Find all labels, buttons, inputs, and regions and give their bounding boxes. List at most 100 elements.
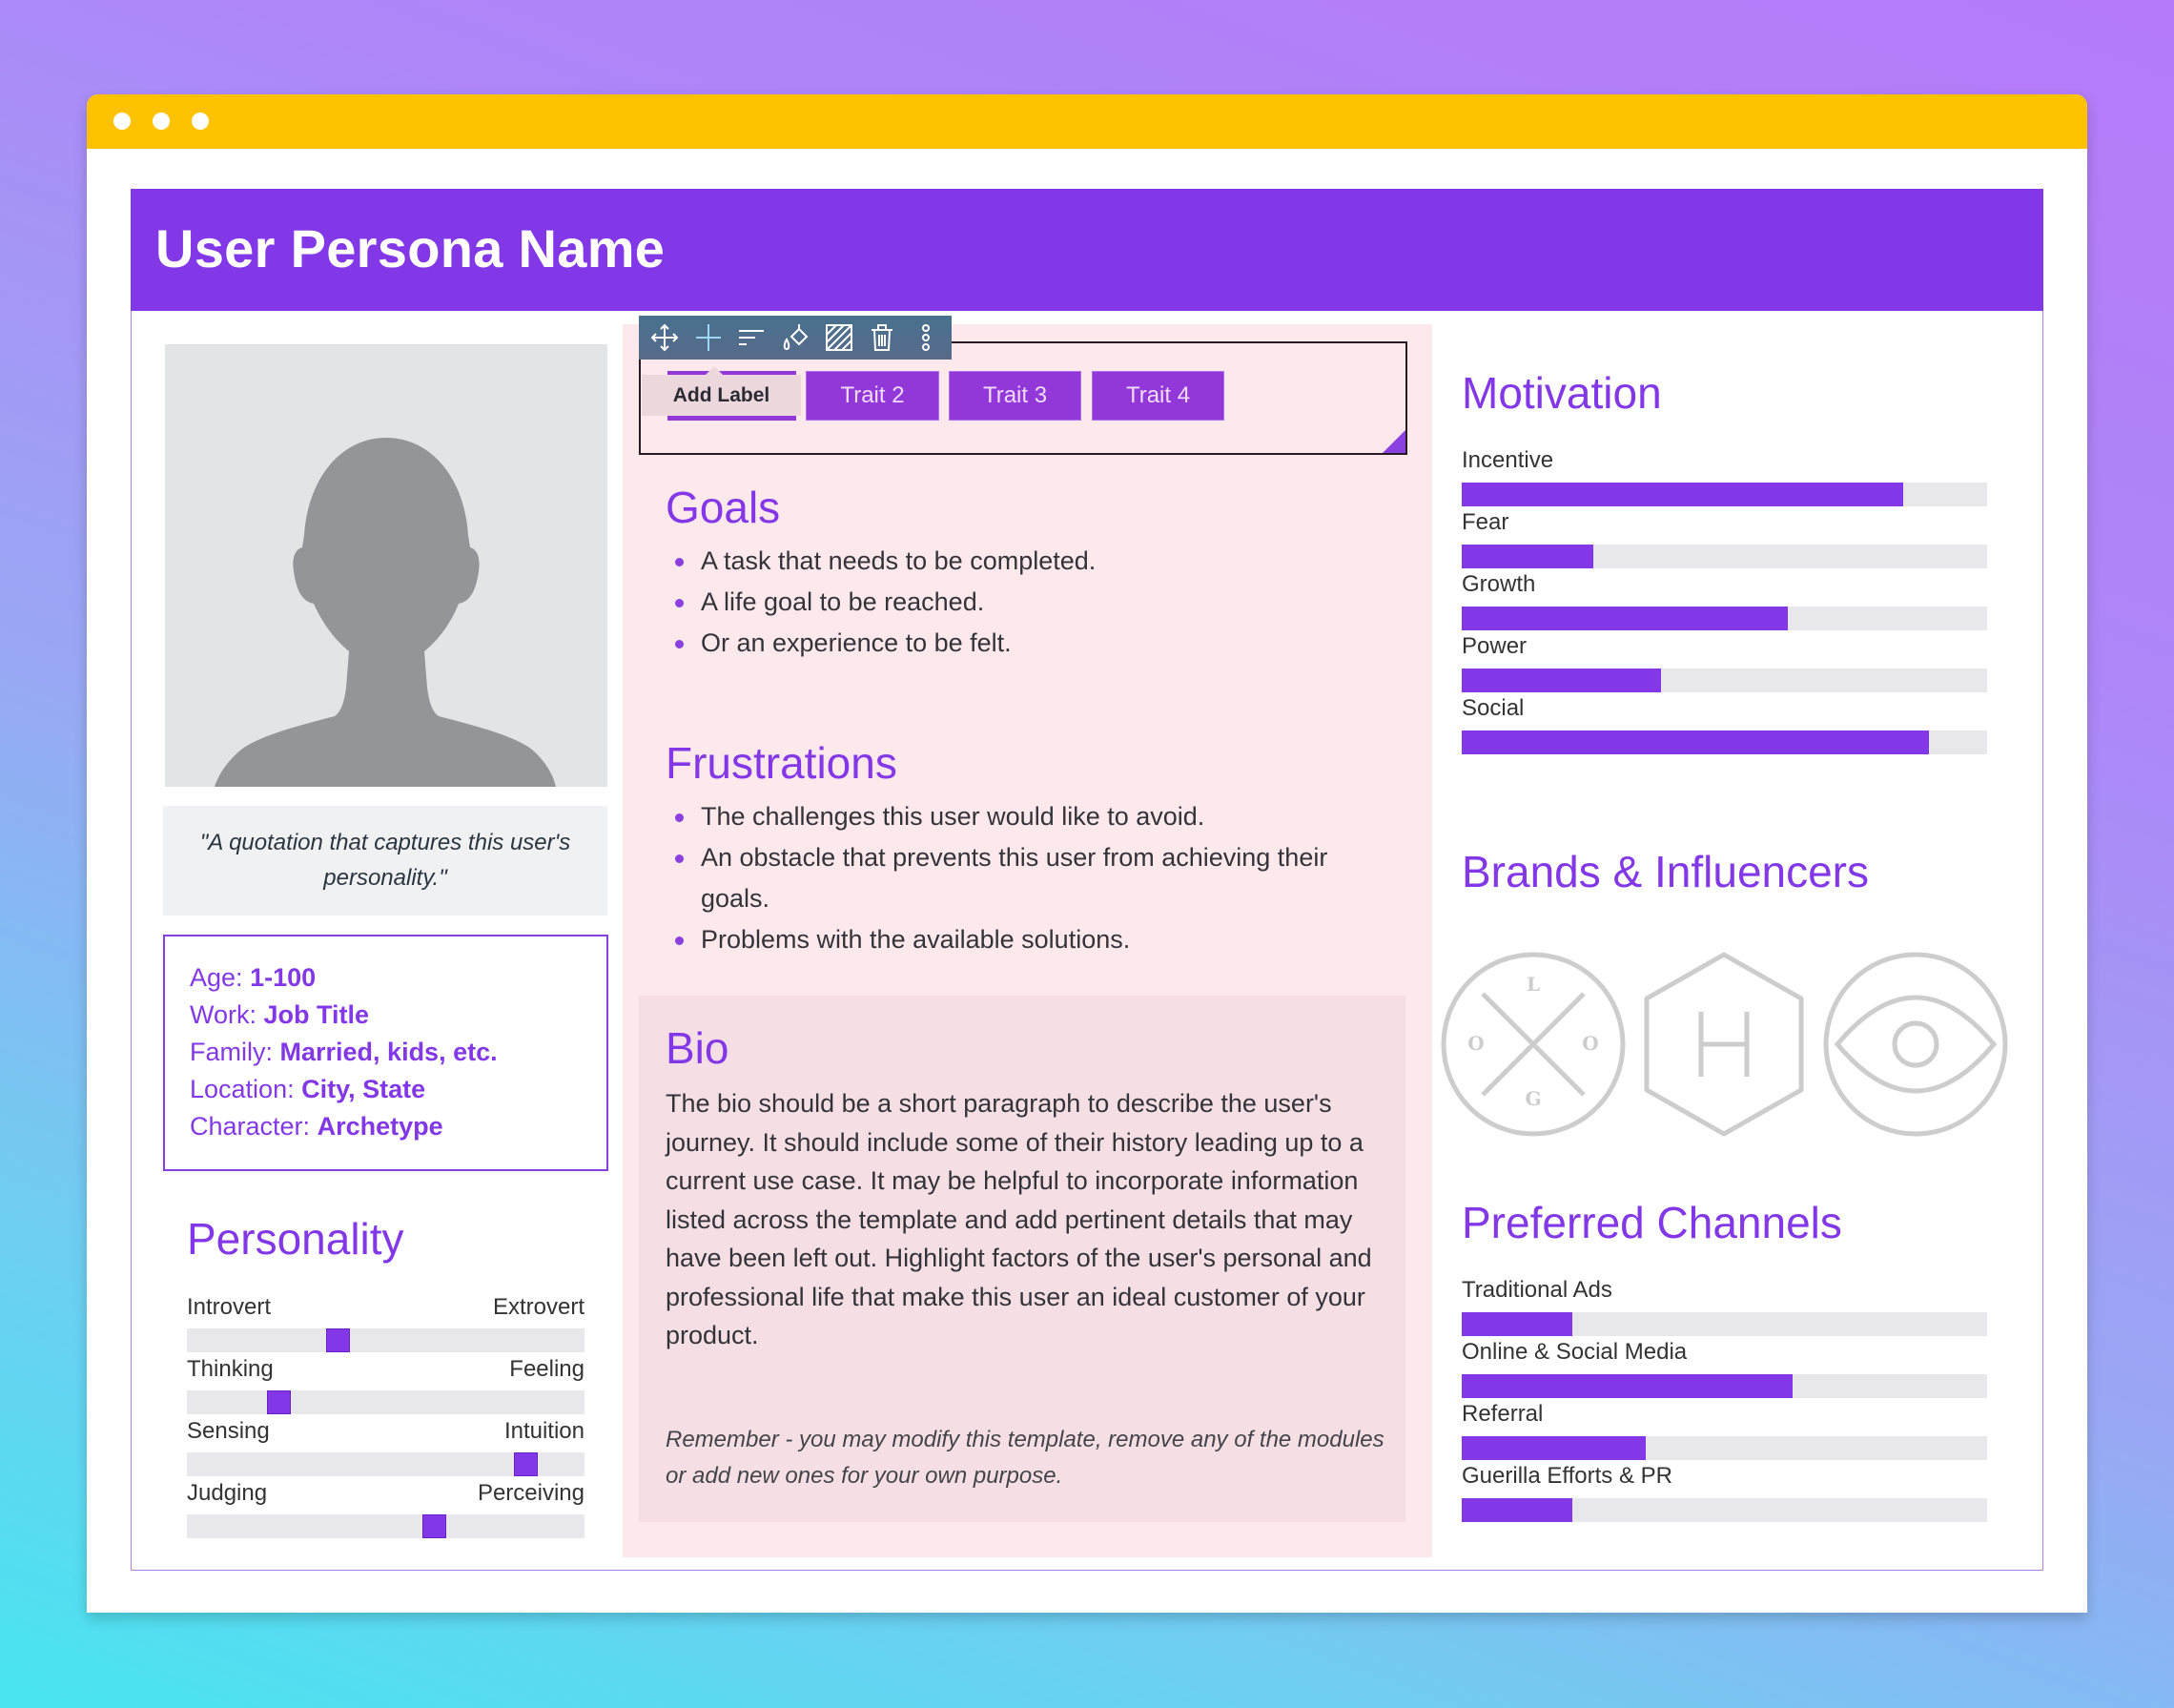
- trait-1-top-edge: [667, 371, 796, 376]
- pattern-icon[interactable]: [821, 319, 857, 356]
- slider-handle[interactable]: [514, 1452, 538, 1476]
- list-item[interactable]: Or an experience to be felt.: [673, 623, 1417, 664]
- goals-heading: Goals: [666, 483, 781, 532]
- slider-right-label: Extrovert: [492, 1294, 585, 1320]
- list-item[interactable]: An obstacle that prevents this user from…: [673, 837, 1398, 919]
- list-item[interactable]: The challenges this user would like to a…: [673, 796, 1417, 837]
- slider-left-label: Sensing: [187, 1418, 270, 1444]
- trait-1-bottom-edge: [667, 416, 796, 421]
- info-character[interactable]: Character: Archetype: [190, 1108, 606, 1145]
- motivation-label: Growth: [1462, 571, 1536, 597]
- motivation-bar-incentive[interactable]: [1462, 483, 1987, 506]
- trait-4-button[interactable]: Trait 4: [1092, 371, 1224, 421]
- goals-list: A task that needs to be completed. A lif…: [673, 541, 1417, 664]
- motivation-label: Fear: [1462, 509, 1509, 535]
- channel-bar-online-social[interactable]: [1462, 1374, 1987, 1398]
- add-icon[interactable]: [690, 319, 727, 356]
- info-family[interactable]: Family: Married, kids, etc.: [190, 1034, 606, 1071]
- tooltip-text: Add Label: [672, 383, 770, 406]
- bar-fill: [1462, 1312, 1572, 1336]
- trash-icon[interactable]: [865, 319, 901, 356]
- bar-fill: [1462, 1436, 1646, 1460]
- info-family-value: Married, kids, etc.: [279, 1038, 498, 1066]
- personality-heading: Personality: [187, 1214, 404, 1264]
- slider-right-label: Intuition: [503, 1418, 585, 1444]
- avatar-photo[interactable]: [165, 344, 607, 787]
- bio-heading: Bio: [666, 1023, 729, 1073]
- block-editor-toolbar: [639, 316, 952, 360]
- channel-label: Referral: [1462, 1401, 1544, 1427]
- info-location-label: Location:: [190, 1075, 295, 1103]
- bar-fill: [1462, 483, 1903, 506]
- bar-fill: [1462, 1498, 1572, 1522]
- add-label-tooltip: Add Label: [642, 366, 801, 416]
- motivation-bar-power[interactable]: [1462, 669, 1987, 692]
- bar-fill: [1462, 607, 1788, 630]
- logo-eye-icon[interactable]: [1822, 951, 2009, 1138]
- more-options-icon[interactable]: [908, 319, 944, 356]
- window-dot-maximize[interactable]: [192, 113, 209, 130]
- info-work[interactable]: Work: Job Title: [190, 997, 606, 1034]
- bio-note[interactable]: Remember - you may modify this template,…: [666, 1427, 1384, 1489]
- slider-judging-perceiving[interactable]: [187, 1514, 585, 1538]
- list-item[interactable]: A life goal to be reached.: [673, 582, 1417, 623]
- demographics-box: Age: 1-100 Work: Job Title Family: Marri…: [163, 935, 608, 1171]
- frustrations-list: The challenges this user would like to a…: [673, 796, 1417, 960]
- channel-bar-traditional-ads[interactable]: [1462, 1312, 1987, 1336]
- channel-label: Online & Social Media: [1462, 1339, 1688, 1365]
- channel-bar-guerilla-pr[interactable]: [1462, 1498, 1987, 1522]
- persona-quote[interactable]: "A quotation that captures this user's p…: [163, 806, 607, 916]
- motivation-bar-growth[interactable]: [1462, 607, 1987, 630]
- window-dot-close[interactable]: [113, 113, 131, 130]
- channel-label: Guerilla Efforts & PR: [1462, 1463, 1672, 1489]
- align-icon[interactable]: [733, 319, 769, 356]
- bar-fill: [1462, 545, 1593, 568]
- motivation-heading: Motivation: [1462, 368, 1662, 418]
- trait-3-button[interactable]: Trait 3: [949, 371, 1081, 421]
- trait-1-button[interactable]: [667, 371, 796, 421]
- slider-handle[interactable]: [267, 1390, 291, 1414]
- info-work-value: Job Title: [263, 1000, 370, 1029]
- channel-bar-referral[interactable]: [1462, 1436, 1987, 1460]
- logo-hexagon-h-icon[interactable]: [1639, 949, 1809, 1140]
- slider-right-label: Feeling: [509, 1356, 585, 1382]
- slider-sensing-intuition[interactable]: [187, 1452, 585, 1476]
- bar-fill: [1462, 1374, 1794, 1398]
- slider-handle[interactable]: [422, 1514, 446, 1538]
- bio-text[interactable]: The bio should be a short paragraph to d…: [666, 1089, 1372, 1349]
- frustrations-heading: Frustrations: [666, 738, 897, 788]
- logo-x-badge-icon[interactable]: L O O G: [1440, 951, 1627, 1138]
- info-location[interactable]: Location: City, State: [190, 1071, 606, 1108]
- person-silhouette-icon: [215, 438, 556, 787]
- slider-thinking-feeling[interactable]: [187, 1390, 585, 1414]
- info-age[interactable]: Age: 1-100: [190, 959, 606, 997]
- window-dot-minimize[interactable]: [153, 113, 170, 130]
- motivation-label: Incentive: [1462, 447, 1554, 473]
- slider-left-label: Thinking: [187, 1356, 274, 1382]
- list-item[interactable]: Problems with the available solutions.: [673, 919, 1417, 960]
- svg-text:G: G: [1525, 1087, 1541, 1110]
- slider-right-label: Perceiving: [477, 1480, 585, 1506]
- traits-selected-block[interactable]: [639, 341, 1407, 455]
- persona-name-title[interactable]: User Persona Name: [155, 218, 666, 278]
- fill-color-icon[interactable]: [777, 319, 813, 356]
- slider-handle[interactable]: [326, 1328, 350, 1352]
- bar-fill: [1462, 669, 1662, 692]
- move-icon[interactable]: [646, 319, 683, 356]
- motivation-bar-social[interactable]: [1462, 731, 1987, 754]
- bar-fill: [1462, 731, 1930, 754]
- slider-left-label: Introvert: [187, 1294, 272, 1320]
- trait-2-button[interactable]: Trait 2: [806, 371, 939, 421]
- info-work-label: Work:: [190, 1000, 257, 1029]
- info-character-label: Character:: [190, 1112, 311, 1141]
- resize-handle[interactable]: [1383, 430, 1405, 453]
- info-age-label: Age:: [190, 963, 243, 992]
- svg-text:L: L: [1527, 973, 1540, 996]
- tooltip-arrow: [706, 366, 723, 375]
- slider-left-label: Judging: [187, 1480, 268, 1506]
- motivation-bar-fear[interactable]: [1462, 545, 1987, 568]
- slider-introvert-extrovert[interactable]: [187, 1328, 585, 1352]
- channels-heading: Preferred Channels: [1462, 1198, 1842, 1247]
- brands-heading: Brands & Influencers: [1462, 847, 1870, 896]
- list-item[interactable]: A task that needs to be completed.: [673, 541, 1417, 582]
